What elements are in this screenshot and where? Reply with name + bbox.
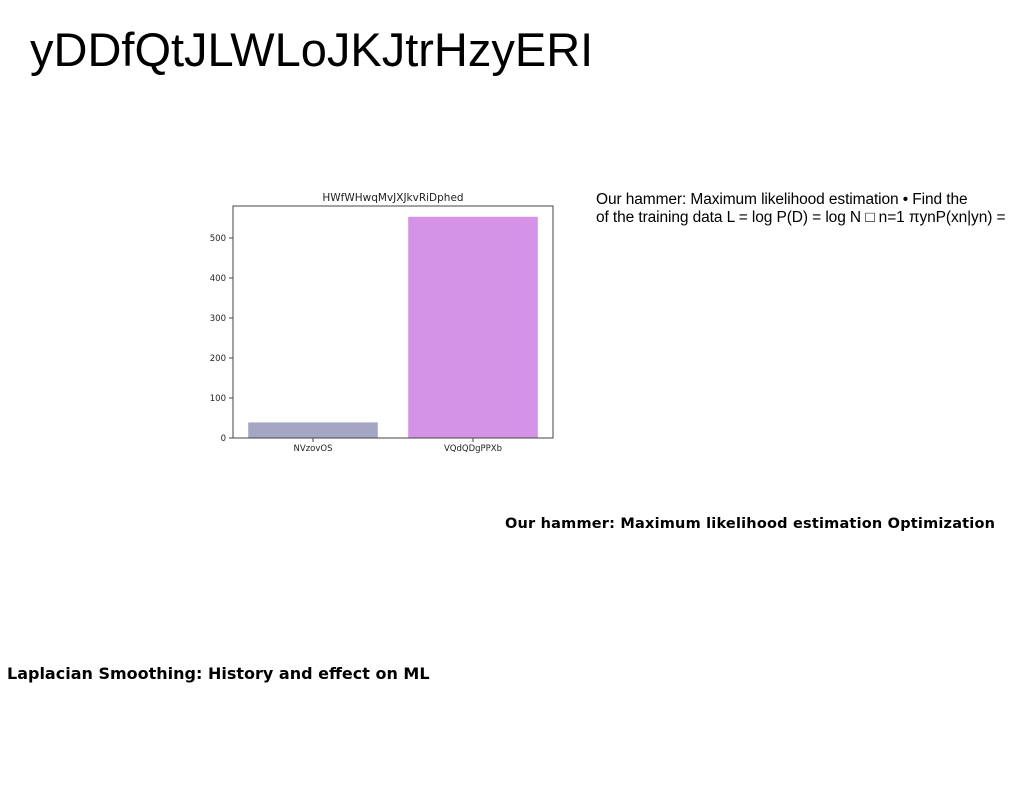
section-heading: Our hammer: Maximum likelihood estimatio… [505, 516, 996, 532]
y-tick-label: 100 [210, 394, 226, 404]
body-text-line-1: Our hammer: Maximum likelihood estimatio… [596, 191, 968, 208]
x-tick-label: NVzovOS [294, 444, 333, 454]
body-text: Our hammer: Maximum likelihood estimatio… [596, 191, 1006, 227]
plot-frame [232, 205, 554, 439]
bar-chart-svg: HWfWHwqMvJXJkvRiDphed 0 100 200 300 400 500 N… [210, 192, 554, 454]
bar-VQdQDgPPXb [408, 216, 538, 438]
body-text-line-2: of the training data L = log P(D) = log … [596, 209, 1006, 226]
y-tick-label: 0 [221, 434, 226, 444]
bar-chart: HWfWHwqMvJXJkvRiDphed 0 100 200 300 400 500 N… [196, 186, 566, 458]
y-tick-label: 200 [210, 354, 226, 364]
bar-NVzovOS [248, 422, 378, 438]
y-tick-label: 500 [210, 234, 226, 244]
y-tick-label: 400 [210, 274, 226, 284]
y-tick-label: 300 [210, 314, 226, 324]
chart-title: HWfWHwqMvJXJkvRiDphed [322, 192, 463, 204]
section-subheading: Laplacian Smoothing: History and effect … [7, 664, 430, 683]
page-title: yDDfQtJLWLoJKJtrHzyERI [30, 23, 594, 76]
x-tick-label: VQdQDgPPXb [444, 444, 502, 454]
